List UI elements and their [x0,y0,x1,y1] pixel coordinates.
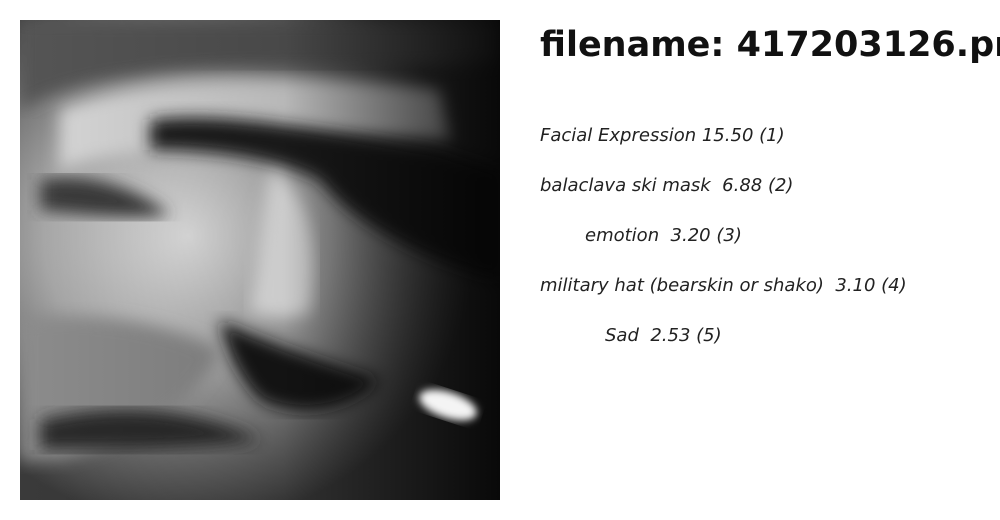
filename-title: filename: 417203126.png [540,22,1000,68]
label-item-1: Facial Expression 15.50 (1) [540,125,785,146]
filename-prefix: filename: [540,25,737,65]
filename-value: 417203126.png [736,25,1000,65]
face-photo-icon [20,20,500,500]
info-panel: filename: 417203126.png Facial Expressio… [540,22,1000,346]
face-photo [20,20,500,500]
label-item-4: military hat (bearskin or shako) 3.10 (4… [540,275,907,296]
label-item-5: Sad 2.53 (5) [605,325,722,346]
label-item-2: balaclava ski mask 6.88 (2) [540,175,794,196]
label-item-3: emotion 3.20 (3) [585,225,742,246]
